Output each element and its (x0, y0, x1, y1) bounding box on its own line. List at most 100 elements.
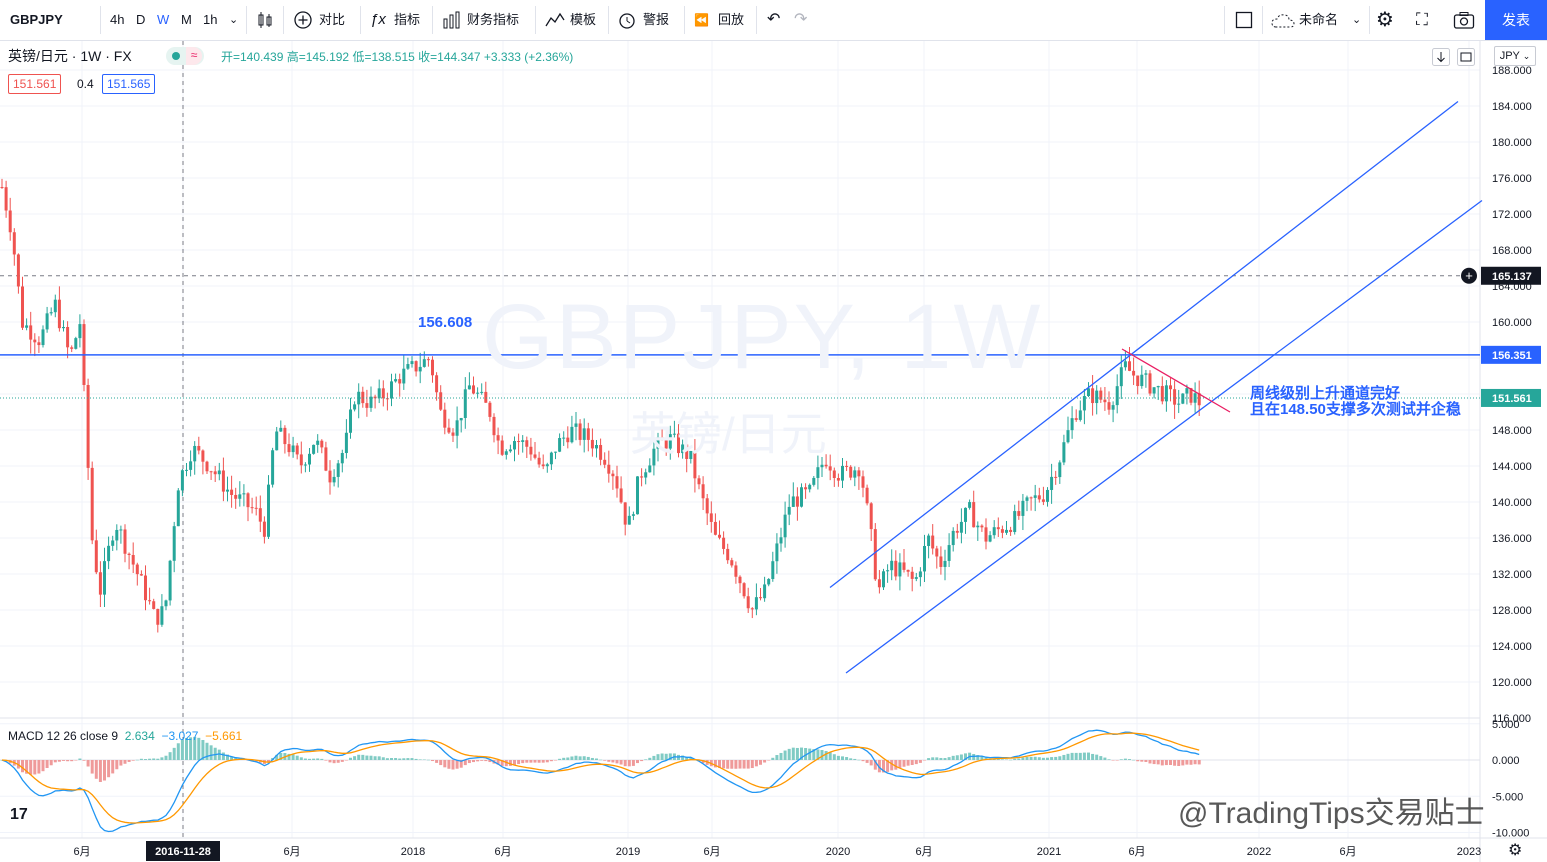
interval-d[interactable]: D (136, 12, 146, 27)
macd-hist-bar (66, 760, 70, 762)
download-arrow-icon[interactable] (1432, 48, 1450, 66)
alarm-clock-icon[interactable] (617, 10, 637, 30)
candle-body (476, 392, 480, 394)
market-status-badge[interactable]: ≈ (166, 47, 204, 65)
divider (246, 6, 247, 34)
candle-body (537, 457, 541, 465)
channel-annotation[interactable]: 周线级别上升通道完好 且在148.50支撑多次测试并企稳 (1250, 386, 1461, 418)
candle-body (759, 597, 762, 599)
replay-icon[interactable]: ⏪ (694, 13, 709, 27)
divider (432, 6, 433, 34)
camera-icon[interactable] (1453, 11, 1475, 29)
time-tick-label: 6月 (1128, 846, 1145, 858)
layout-name[interactable]: 未命名 (1299, 12, 1339, 27)
macd-hist-bar (668, 753, 672, 760)
candle-body (402, 368, 406, 384)
candle-body (1037, 495, 1041, 500)
replay-button[interactable]: 回放 (718, 12, 745, 27)
candle-body (1091, 388, 1095, 404)
financials-bar-icon[interactable] (442, 11, 462, 29)
candle-body (590, 439, 594, 449)
candle-body (1005, 529, 1008, 533)
macd-hist-bar (381, 757, 385, 760)
candle-body (381, 388, 385, 399)
macd-hist-bar (139, 758, 143, 760)
compare-button[interactable]: 对比 (319, 12, 346, 27)
chart-canvas[interactable]: 188.000 184.000 180.000 176.000 172.000 168.0… (0, 41, 1547, 862)
alert-button[interactable]: 警报 (643, 12, 670, 27)
candle-type-icon[interactable] (256, 11, 274, 29)
candle-body (455, 420, 459, 436)
macd-hist-bar (730, 760, 734, 769)
interval-4h[interactable]: 4h (110, 12, 125, 27)
gear-icon[interactable]: ⚙ (1376, 9, 1394, 31)
compare-plus-icon[interactable] (293, 10, 313, 30)
candle-body (767, 579, 771, 585)
macd-hist-bar (82, 760, 86, 761)
templates-icon[interactable] (545, 12, 565, 28)
drawings[interactable] (0, 100, 1483, 674)
redo-icon[interactable]: ↷ (794, 11, 808, 28)
macd-hist-bar (1013, 758, 1017, 760)
candle-body (804, 487, 808, 490)
candle-body (845, 465, 849, 467)
macd-hist-bar (873, 760, 877, 770)
macd-hist-bar (828, 752, 832, 760)
templates-button[interactable]: 模板 (570, 12, 597, 27)
fullscreen-icon[interactable]: ⛶ (1416, 10, 1428, 29)
square-select-icon[interactable] (1235, 11, 1253, 29)
plus-text: + (1465, 268, 1473, 283)
bid-price[interactable]: 151.561 (8, 74, 62, 94)
candle-body (636, 476, 639, 515)
symbol-search[interactable]: GBPJPY (10, 12, 63, 27)
macd-hist-bar (164, 755, 168, 760)
macd-hist-bar (508, 760, 512, 766)
interval-1h[interactable]: 1h (203, 12, 218, 27)
macd-hist-bar (1066, 753, 1070, 760)
candle-body (1066, 430, 1070, 443)
macd-hist-bar (455, 760, 459, 769)
time-tick-label: 6月 (283, 846, 300, 858)
candle-body (890, 560, 894, 571)
legend-title[interactable]: 英镑/日元 · 1W · FX (8, 48, 132, 64)
time-axis[interactable]: 6月 2016-11-28 6月 2018 6月 2019 6月 2020 6月 2021 6月 20… (73, 841, 1481, 861)
interval-w[interactable]: W (157, 12, 170, 27)
chevron-down-icon: ⌄ (1522, 51, 1531, 61)
candle-body (1197, 393, 1201, 406)
candle-body (1033, 495, 1037, 498)
time-tick-label: 2016-11-28 (155, 846, 211, 858)
price-tick-label: 176.000 (1492, 173, 1532, 185)
undo-icon[interactable]: ↶ (767, 11, 781, 28)
macd-hist-bar (754, 760, 758, 767)
macd-hist-bar (1111, 760, 1115, 761)
candle-body (779, 537, 783, 544)
financials-button[interactable]: 财务指标 (467, 12, 520, 27)
time-tick-label: 6月 (703, 846, 720, 858)
maximize-pane-icon[interactable] (1457, 48, 1475, 66)
candle-body (656, 437, 660, 449)
fx-icon[interactable]: ƒx (370, 11, 386, 28)
interval-m[interactable]: M (181, 12, 192, 27)
candle-body (603, 459, 607, 465)
macd-hist-bar (525, 760, 529, 763)
gear-icon[interactable]: ⚙ (1508, 842, 1523, 859)
price-tick-label: 180.000 (1492, 137, 1532, 149)
macd-hist-bar (578, 756, 582, 760)
publish-button[interactable]: 发表 (1485, 0, 1547, 40)
candle-body (385, 398, 389, 400)
indicators-button[interactable]: 指标 (394, 12, 421, 27)
peak-price-label[interactable]: 156.608 (418, 314, 473, 331)
candle-body (1169, 385, 1172, 390)
candle-body (283, 427, 287, 445)
macd-hist-bar (410, 758, 414, 760)
chevron-down-icon[interactable]: ⌄ (1352, 14, 1362, 26)
currency-label: JPY (1499, 50, 1520, 62)
macd-tick-label: 0.000 (1492, 755, 1520, 767)
ask-price[interactable]: 151.565 (102, 74, 156, 94)
price-axis[interactable]: 188.000 184.000 180.000 176.000 172.000 168.0… (1461, 65, 1541, 840)
chevron-down-icon[interactable]: ⌄ (229, 14, 239, 26)
currency-select[interactable]: JPY ⌄ (1494, 46, 1536, 66)
tradingview-logo[interactable]: 17 (10, 806, 28, 823)
cloud-icon[interactable] (1271, 13, 1295, 29)
macd-legend[interactable]: MACD 12 26 close 9 2.634 −3.027 −5.661 (8, 729, 242, 743)
